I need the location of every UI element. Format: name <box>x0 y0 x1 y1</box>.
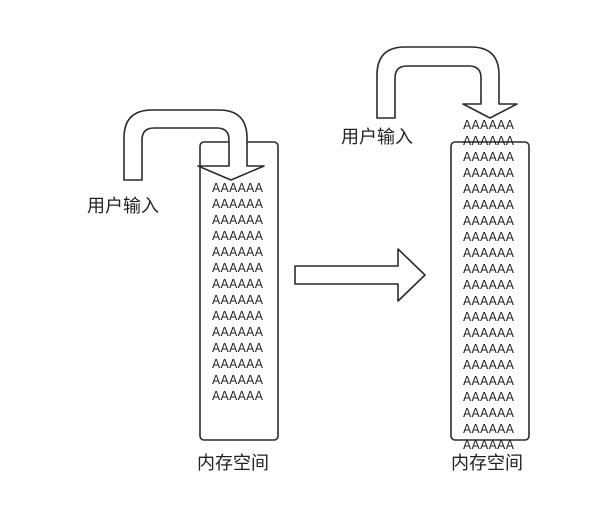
right-fill-row: AAAAAA <box>463 374 515 388</box>
left-panel: AAAAAA AAAAAA AAAAAA AAAAAA AAAAAA AAAAAA AAAA… <box>87 109 279 474</box>
left-fill-row: AAAAAA <box>212 213 264 227</box>
right-fill-row: AAAAAA <box>463 422 515 436</box>
left-fill-row: AAAAAA <box>212 309 264 323</box>
right-fill-row: AAAAAA <box>463 134 515 148</box>
right-fill-row: AAAAAA <box>463 166 515 180</box>
right-fill-row: AAAAAA <box>463 406 515 420</box>
right-fill-row: AAAAAA <box>463 262 515 276</box>
right-arrow-icon <box>294 248 426 302</box>
left-fill-row: AAAAAA <box>212 261 264 275</box>
right-memory-label: 内存空间 <box>451 453 523 474</box>
left-memory-label: 内存空间 <box>197 453 269 474</box>
left-fill-row: AAAAAA <box>212 293 264 307</box>
right-fill-row: AAAAAA <box>463 214 515 228</box>
left-fill-row: AAAAAA <box>212 341 264 355</box>
left-fill-row: AAAAAA <box>212 325 264 339</box>
right-input-label: 用户输入 <box>341 127 413 148</box>
right-fill-row: AAAAAA <box>463 294 515 308</box>
right-fill-row: AAAAAA <box>463 182 515 196</box>
right-fill-row: AAAAAA <box>463 390 515 404</box>
left-fill-row: AAAAAA <box>212 389 264 403</box>
right-fill-row: AAAAAA <box>463 246 515 260</box>
left-fill-row: AAAAAA <box>212 357 264 371</box>
right-fill-text-group: AAAAAA AAAAAA AAAAAA AAAAAA AAAAAA AAAAAA AAAA… <box>463 118 515 452</box>
right-fill-row: AAAAAA <box>463 358 515 372</box>
right-fill-row: AAAAAA <box>463 326 515 340</box>
left-fill-row: AAAAAA <box>212 245 264 259</box>
left-input-arrow-icon <box>123 109 265 181</box>
right-fill-row: AAAAAA <box>463 150 515 164</box>
right-memory-box <box>450 141 530 441</box>
left-fill-row: AAAAAA <box>212 229 264 243</box>
left-input-label: 用户输入 <box>87 196 159 217</box>
left-fill-row: AAAAAA <box>212 277 264 291</box>
left-fill-text-group: AAAAAA AAAAAA AAAAAA AAAAAA AAAAAA AAAAAA AAAA… <box>212 181 264 403</box>
right-fill-row: AAAAAA <box>463 278 515 292</box>
right-fill-row: AAAAAA <box>463 198 515 212</box>
right-input-arrow-icon <box>376 46 518 119</box>
right-fill-row: AAAAAA <box>463 310 515 324</box>
right-fill-row: AAAAAA <box>463 230 515 244</box>
left-fill-row: AAAAAA <box>212 197 264 211</box>
left-fill-row: AAAAAA <box>212 373 264 387</box>
right-fill-row: AAAAAA <box>463 118 515 132</box>
left-fill-row: AAAAAA <box>212 181 264 195</box>
right-fill-row: AAAAAA <box>463 438 515 452</box>
right-panel: AAAAAA AAAAAA AAAAAA AAAAAA AAAAAA AAAAAA AAAA… <box>341 46 530 474</box>
right-fill-row: AAAAAA <box>463 342 515 356</box>
